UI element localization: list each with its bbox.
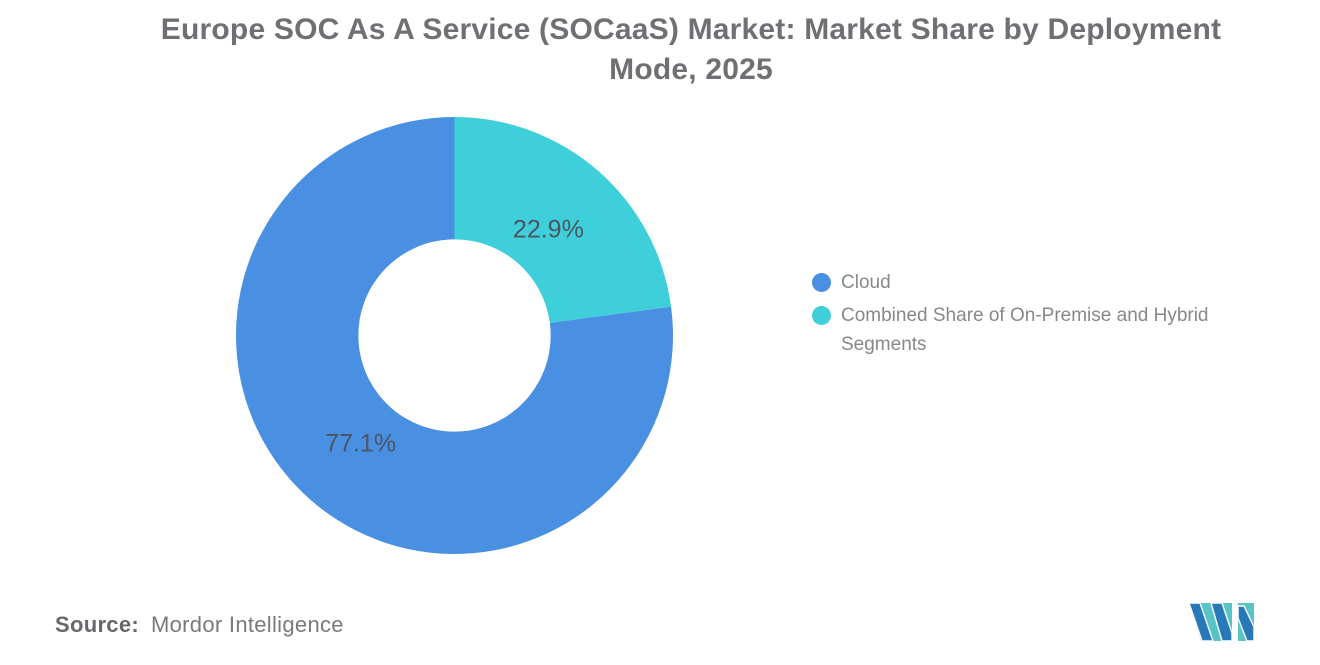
logo-i-stroke: [1237, 605, 1254, 641]
legend-label-cloud: Cloud: [841, 272, 891, 293]
legend-label-combined: Combined Share of On-Premise and Hybrid …: [841, 305, 1209, 355]
chart-legend: Cloud Combined Share of On-Premise and H…: [812, 268, 1271, 363]
logo-m-left-stroke: [1188, 603, 1214, 641]
donut-slice-label: 77.1%: [325, 430, 396, 458]
source-note: Source: Mordor Intelligence: [55, 612, 344, 638]
mordor-intelligence-logo-svg: [1188, 603, 1254, 641]
donut-chart-svg: 22.9% 77.1%: [235, 117, 673, 554]
source-label: Source:: [55, 612, 140, 637]
donut-slice-cloud[interactable]: [235, 117, 673, 554]
chart-title-line2: Mode, 2025: [609, 53, 773, 86]
legend-item-cloud[interactable]: Cloud: [812, 268, 1271, 297]
logo-m-right-stroke: [1210, 603, 1233, 641]
legend-swatch-cloud: [812, 273, 831, 292]
chart-title-line1: Europe SOC As A Service (SOCaaS) Market:…: [160, 13, 1222, 46]
donut-slice-label: 22.9%: [513, 215, 584, 243]
legend-swatch-combined: [812, 306, 831, 325]
source-value: Mordor Intelligence: [151, 612, 344, 637]
donut-chart: 22.9% 77.1%: [235, 117, 673, 554]
mordor-intelligence-logo: [1186, 603, 1254, 641]
donut-slice-combined[interactable]: [454, 117, 672, 323]
legend-item-combined[interactable]: Combined Share of On-Premise and Hybrid …: [812, 301, 1271, 359]
chart-title: Europe SOC As A Service (SOCaaS) Market:…: [0, 10, 1320, 90]
